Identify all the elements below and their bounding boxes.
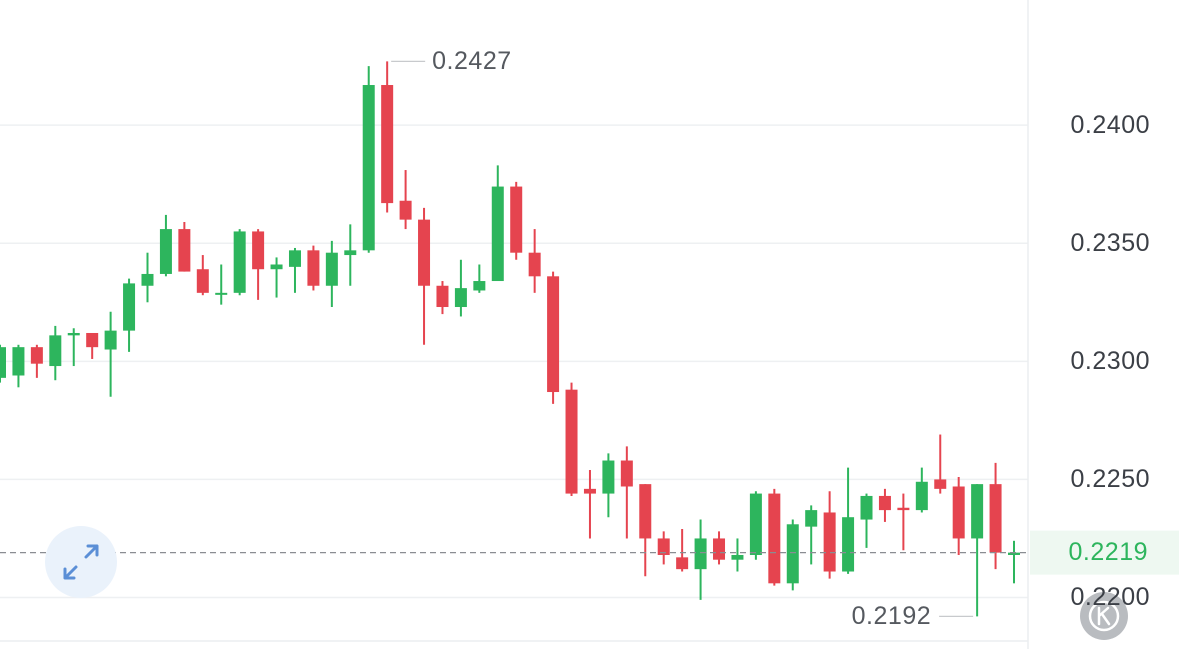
candle-body xyxy=(639,484,652,539)
y-tick-label: 0.2400 xyxy=(1071,111,1150,139)
candle-body xyxy=(67,332,80,336)
candle-body xyxy=(159,229,172,274)
candle-body xyxy=(233,231,246,293)
candle-body xyxy=(749,493,762,555)
expand-button[interactable] xyxy=(45,526,117,598)
candle-body xyxy=(620,460,633,487)
y-tick-label: 0.2350 xyxy=(1071,229,1150,257)
candle-body xyxy=(252,231,265,270)
candle-body xyxy=(510,186,523,253)
candle-body xyxy=(399,200,412,220)
candle-body xyxy=(952,486,965,539)
candle-body xyxy=(215,292,228,295)
candle-body xyxy=(934,479,947,489)
y-tick-label: 0.2300 xyxy=(1071,347,1150,375)
candle-body xyxy=(989,484,1002,553)
candle-body xyxy=(362,85,375,251)
candle-body xyxy=(676,557,689,570)
candle-body xyxy=(694,538,707,570)
candle-body xyxy=(528,252,541,277)
candle-body xyxy=(418,219,431,286)
candle-body xyxy=(860,495,873,520)
candle-body xyxy=(196,269,209,293)
kline-button[interactable] xyxy=(1080,592,1128,640)
candle-body xyxy=(897,507,910,511)
expand-icon xyxy=(63,544,99,580)
candle-body xyxy=(104,330,117,350)
candle-body xyxy=(713,538,726,560)
candle-body xyxy=(49,335,62,367)
expand-button-bg[interactable] xyxy=(45,526,117,598)
max-label: 0.2427 xyxy=(432,47,511,75)
candle-body xyxy=(731,554,744,560)
min-label: 0.2192 xyxy=(852,602,931,630)
candle-body xyxy=(842,517,855,572)
last-price-box xyxy=(1030,530,1179,575)
candle-body xyxy=(547,276,560,393)
candle-body xyxy=(491,186,504,282)
candle-body xyxy=(657,538,670,555)
candle-body xyxy=(123,283,136,331)
candle-body xyxy=(344,250,357,256)
y-tick-label: 0.2200 xyxy=(1071,583,1150,611)
candle-body xyxy=(878,495,891,511)
candle-body xyxy=(768,493,781,584)
candle-body xyxy=(786,524,799,584)
candle-body xyxy=(141,273,154,286)
candle-body xyxy=(805,510,818,527)
candle-body xyxy=(288,250,301,267)
candle-body xyxy=(971,484,984,539)
candle-body xyxy=(178,229,191,272)
kline-icon-ring xyxy=(1088,600,1120,632)
candle-body xyxy=(473,281,486,291)
candle-body xyxy=(915,481,928,511)
candle-body xyxy=(454,288,467,308)
candle-body xyxy=(1008,552,1020,555)
y-tick-label: 0.2250 xyxy=(1071,465,1150,493)
candle-body xyxy=(0,347,6,378)
candle-body xyxy=(565,389,578,494)
candle-body xyxy=(86,332,99,348)
candle-body xyxy=(823,512,836,572)
candle-body xyxy=(381,85,394,204)
candle-body xyxy=(30,347,43,364)
candle-body xyxy=(583,488,596,494)
candles xyxy=(0,61,1020,617)
last-price-label: 0.2219 xyxy=(1069,538,1148,566)
candle-body xyxy=(602,460,615,494)
candle-body xyxy=(436,285,449,308)
candle-body xyxy=(12,347,25,376)
candle-body xyxy=(307,250,320,286)
candle-body xyxy=(325,252,338,286)
overlay: 0.2219 0.2427 0.2192 xyxy=(0,47,1179,630)
candle-body xyxy=(270,264,283,270)
kline-icon xyxy=(1097,606,1111,626)
